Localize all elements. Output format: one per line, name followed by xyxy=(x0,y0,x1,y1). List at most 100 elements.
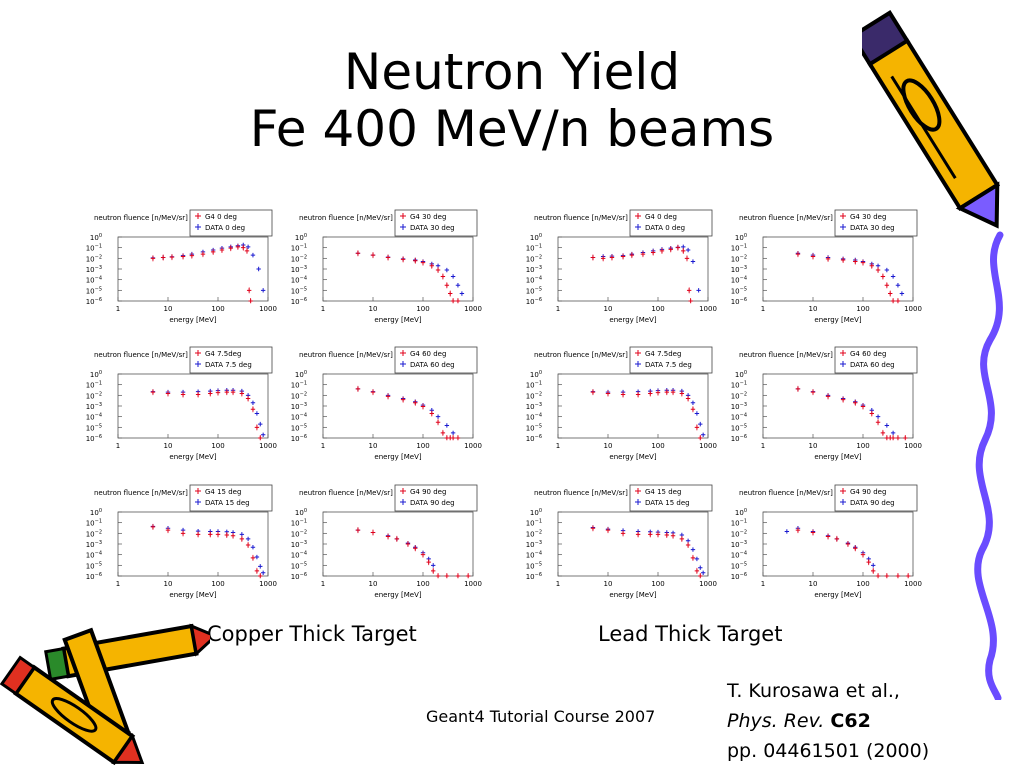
y-tick-label: 10−1 xyxy=(526,244,542,253)
y-tick-label: 10−5 xyxy=(291,423,307,432)
x-axis-label: energy [MeV] xyxy=(169,453,216,461)
y-tick-label: 100 xyxy=(90,370,102,379)
x-tick-label: 10 xyxy=(809,442,818,450)
legend-label: DATA 0 deg xyxy=(205,224,245,232)
plot-frame xyxy=(322,373,474,439)
data-point xyxy=(435,414,441,419)
y-tick-label: 10−1 xyxy=(291,244,307,253)
data-point xyxy=(256,266,261,272)
data-point xyxy=(698,565,703,570)
x-axis-label: energy [MeV] xyxy=(374,591,421,599)
legend-marker xyxy=(635,350,641,356)
x-axis-label: energy [MeV] xyxy=(169,591,216,599)
legend-label: DATA 30 deg xyxy=(410,224,455,232)
y-tick-label: 10−5 xyxy=(86,423,102,432)
y-tick-label: 10−2 xyxy=(526,254,542,263)
data-point xyxy=(258,564,263,569)
legend-label: G4 30 deg xyxy=(410,213,446,221)
squiggle-line-icon xyxy=(974,231,1004,700)
x-tick-label: 1 xyxy=(556,442,560,450)
y-tick-label: 10−4 xyxy=(86,413,102,422)
data-point xyxy=(260,570,266,575)
y-tick-label: 10−2 xyxy=(731,391,747,400)
y-tick-label: 10−5 xyxy=(86,561,102,570)
y-tick-label: 100 xyxy=(735,233,747,242)
y-tick-label: 10−1 xyxy=(731,244,747,253)
x-axis-label: energy [MeV] xyxy=(374,453,421,461)
plot-frame xyxy=(117,236,269,302)
y-axis-label: neutron fluence [n/MeV/sr] xyxy=(739,489,833,497)
plot-frame xyxy=(762,511,914,577)
pencils-bottom-left-icon xyxy=(0,623,210,766)
x-tick-label: 100 xyxy=(211,305,224,313)
y-axis-label: neutron fluence [n/MeV/sr] xyxy=(534,214,628,222)
legend-marker xyxy=(195,350,201,356)
x-tick-label: 1 xyxy=(321,305,325,313)
data-point xyxy=(700,432,706,437)
chart-panel: neutron fluence [n/MeV/sr] 100 10−110−2 10−… xyxy=(291,209,482,324)
x-tick-label: 1000 xyxy=(904,442,922,450)
reference-journal: Phys. Rev. xyxy=(727,710,825,732)
reference-volume: C62 xyxy=(830,710,871,732)
y-tick-label: 10−1 xyxy=(86,244,102,253)
y-tick-label: 100 xyxy=(735,508,747,517)
y-tick-label: 10−4 xyxy=(291,413,307,422)
y-tick-label: 100 xyxy=(90,508,102,517)
x-tick-label: 1 xyxy=(556,580,560,588)
data-point xyxy=(250,400,256,405)
x-axis-label: energy [MeV] xyxy=(609,453,656,461)
y-tick-label: 10−6 xyxy=(291,572,307,581)
legend-box xyxy=(394,484,478,512)
legend-label: G4 0 deg xyxy=(205,213,237,221)
chart-panel: neutron fluence [n/MeV/sr] 100 10−110−2 10−… xyxy=(526,346,717,461)
legend-box xyxy=(189,484,273,512)
pencil-top-right-icon xyxy=(862,10,1001,229)
data-point xyxy=(690,400,696,405)
legend-label: DATA 30 deg xyxy=(850,224,895,232)
data-point xyxy=(895,283,901,288)
x-tick-label: 1000 xyxy=(904,305,922,313)
legend-label: G4 30 deg xyxy=(850,213,886,221)
y-tick-label: 10−3 xyxy=(86,540,102,549)
y-tick-label: 10−4 xyxy=(731,551,747,560)
data-point xyxy=(694,556,700,562)
chart-panel: neutron fluence [n/MeV/sr] 100 10−110−2 10−… xyxy=(291,346,482,461)
y-tick-label: 10−5 xyxy=(526,423,542,432)
footer-text: Geant4 Tutorial Course 2007 xyxy=(426,707,656,726)
x-tick-label: 10 xyxy=(809,305,818,313)
y-tick-label: 10−5 xyxy=(526,286,542,295)
x-tick-label: 10 xyxy=(604,580,613,588)
plot-frame xyxy=(117,511,269,577)
y-tick-label: 10−6 xyxy=(526,572,542,581)
data-point xyxy=(700,570,706,575)
legend-label: DATA 15 deg xyxy=(205,499,250,507)
legend-box xyxy=(394,346,478,374)
y-tick-label: 10−5 xyxy=(731,561,747,570)
y-tick-label: 10−2 xyxy=(731,529,747,538)
caption-copper: Copper Thick Target xyxy=(207,622,417,646)
y-tick-label: 100 xyxy=(530,233,542,242)
y-tick-label: 10−6 xyxy=(291,434,307,443)
x-tick-label: 1 xyxy=(321,442,325,450)
legend-marker xyxy=(400,499,406,505)
x-tick-label: 10 xyxy=(164,442,173,450)
y-tick-label: 10−3 xyxy=(526,402,542,411)
legend-box xyxy=(394,209,478,237)
y-tick-label: 10−6 xyxy=(86,297,102,306)
legend-label: G4 7.5deg xyxy=(205,350,241,358)
x-tick-label: 1 xyxy=(761,442,765,450)
y-tick-label: 10−1 xyxy=(731,381,747,390)
data-point xyxy=(890,274,896,279)
data-point xyxy=(431,563,436,568)
data-point xyxy=(254,554,260,560)
legend-box xyxy=(189,209,273,237)
reference-authors: T. Kurosawa et al., xyxy=(727,680,900,702)
x-tick-label: 10 xyxy=(604,305,613,313)
data-point xyxy=(450,274,456,279)
data-point xyxy=(260,288,266,293)
x-tick-label: 10 xyxy=(369,580,378,588)
x-tick-label: 10 xyxy=(369,442,378,450)
y-tick-label: 10−2 xyxy=(526,529,542,538)
x-tick-label: 1 xyxy=(321,580,325,588)
